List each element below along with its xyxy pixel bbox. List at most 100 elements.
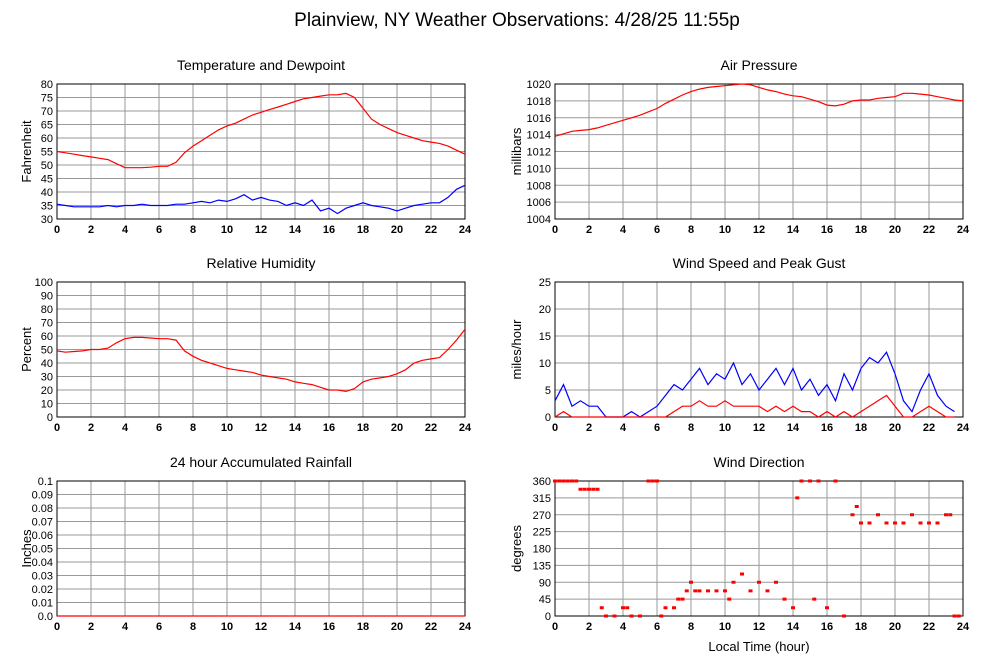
x-tick-label: 8 bbox=[688, 422, 694, 434]
y-tick-label: 55 bbox=[41, 147, 53, 159]
x-tick-label: 10 bbox=[719, 621, 731, 633]
data-line bbox=[56, 184, 466, 215]
x-tick-label: 8 bbox=[688, 621, 694, 633]
y-tick-label: 0.07 bbox=[32, 517, 53, 529]
y-tick-label: 315 bbox=[533, 493, 551, 505]
data-point bbox=[595, 487, 600, 491]
y-tick-label: 75 bbox=[41, 93, 53, 105]
data-point bbox=[918, 521, 923, 525]
y-tick-label: 1012 bbox=[527, 147, 551, 159]
y-tick-label: 0.05 bbox=[32, 544, 53, 556]
data-point bbox=[638, 614, 642, 618]
data-point bbox=[723, 589, 727, 593]
x-tick-label: 22 bbox=[923, 422, 935, 434]
y-tick-label: 1014 bbox=[527, 130, 551, 142]
data-point bbox=[629, 614, 634, 618]
y-tick-label: 20 bbox=[539, 304, 551, 316]
data-point bbox=[706, 589, 710, 593]
data-line bbox=[554, 83, 964, 137]
data-point bbox=[565, 479, 570, 483]
page-title: Plainview, NY Weather Observations: 4/28… bbox=[294, 10, 740, 31]
y-tick-label: 15 bbox=[539, 331, 551, 343]
data-point bbox=[816, 479, 821, 483]
x-tick-label: 18 bbox=[855, 422, 867, 434]
x-tick-label: 18 bbox=[357, 224, 369, 236]
y-tick-label: 70 bbox=[41, 318, 53, 330]
x-tick-label: 6 bbox=[156, 224, 162, 236]
y-tick-label: 35 bbox=[41, 201, 53, 213]
x-tick-label: 18 bbox=[357, 621, 369, 633]
x-tick-label: 6 bbox=[156, 422, 162, 434]
y-tick-label: 360 bbox=[533, 476, 551, 488]
y-axis-label: Inches bbox=[19, 529, 34, 568]
data-point bbox=[553, 479, 557, 483]
y-tick-label: 0.03 bbox=[32, 571, 53, 583]
chart: Temperature and DewpointFahrenheit303540… bbox=[19, 57, 472, 236]
x-tick-label: 2 bbox=[586, 224, 592, 236]
x-tick-label: 16 bbox=[323, 422, 335, 434]
data-point bbox=[740, 572, 744, 576]
y-axis-label: Percent bbox=[19, 327, 34, 372]
x-tick-label: 2 bbox=[88, 224, 94, 236]
chart-title: Relative Humidity bbox=[207, 255, 316, 271]
y-tick-label: 270 bbox=[533, 510, 551, 522]
chart: Wind Direction degrees Local Time (hour) 0 4… bbox=[509, 454, 970, 654]
x-tick-label: 4 bbox=[620, 422, 627, 434]
data-point bbox=[956, 614, 961, 618]
chart: Air Pressuremillibars1004100610081010101… bbox=[509, 57, 970, 236]
y-tick-label: 5 bbox=[545, 385, 551, 397]
x-tick-label: 14 bbox=[289, 224, 302, 236]
x-tick-label: 16 bbox=[821, 621, 833, 633]
data-point bbox=[672, 606, 676, 610]
y-tick-label: 45 bbox=[41, 174, 53, 186]
data-point bbox=[578, 487, 583, 491]
data-point bbox=[591, 487, 596, 491]
x-tick-label: 0 bbox=[552, 422, 558, 434]
x-tick-label: 4 bbox=[122, 621, 129, 633]
x-tick-label: 8 bbox=[190, 621, 196, 633]
x-tick-label: 24 bbox=[459, 224, 472, 236]
y-tick-label: 90 bbox=[539, 577, 551, 589]
data-point bbox=[910, 513, 914, 517]
chart-title: Air Pressure bbox=[720, 57, 797, 73]
data-point bbox=[612, 614, 617, 618]
x-tick-label: 18 bbox=[855, 224, 867, 236]
y-tick-label: 1016 bbox=[527, 113, 551, 125]
data-point bbox=[587, 487, 591, 491]
y-tick-label: 0.06 bbox=[32, 530, 53, 542]
data-point bbox=[693, 589, 698, 593]
chart: Wind Speed and Peak Gust miles/hour 0 5 10 15… bbox=[509, 255, 970, 434]
x-tick-label: 20 bbox=[391, 422, 403, 434]
x-tick-label: 12 bbox=[255, 621, 267, 633]
x-tick-label: 12 bbox=[753, 422, 765, 434]
x-tick-label: 14 bbox=[787, 422, 800, 434]
x-tick-label: 8 bbox=[688, 224, 694, 236]
chart-title: Wind Speed and Peak Gust bbox=[673, 255, 846, 271]
y-tick-label: 1008 bbox=[527, 180, 551, 192]
y-tick-label: 0 bbox=[545, 611, 551, 623]
data-point bbox=[684, 589, 689, 593]
data-point bbox=[842, 614, 846, 618]
data-point bbox=[791, 606, 795, 610]
data-point bbox=[582, 487, 587, 491]
data-point bbox=[901, 521, 906, 525]
data-point bbox=[757, 580, 761, 584]
x-tick-label: 22 bbox=[425, 621, 437, 633]
y-tick-label: 40 bbox=[41, 358, 53, 370]
data-point bbox=[884, 521, 889, 525]
y-tick-label: 50 bbox=[41, 345, 53, 357]
data-point bbox=[663, 606, 668, 610]
x-tick-label: 4 bbox=[122, 224, 129, 236]
data-point bbox=[599, 606, 604, 610]
x-tick-label: 6 bbox=[156, 621, 162, 633]
x-tick-label: 18 bbox=[357, 422, 369, 434]
data-point bbox=[731, 580, 736, 584]
x-tick-label: 10 bbox=[719, 224, 731, 236]
x-tick-label: 6 bbox=[654, 224, 660, 236]
data-point bbox=[646, 479, 651, 483]
y-tick-label: 80 bbox=[41, 304, 53, 316]
x-tick-label: 10 bbox=[221, 422, 233, 434]
data-point bbox=[676, 597, 681, 601]
x-tick-label: 16 bbox=[323, 224, 335, 236]
x-tick-label: 18 bbox=[855, 621, 867, 633]
